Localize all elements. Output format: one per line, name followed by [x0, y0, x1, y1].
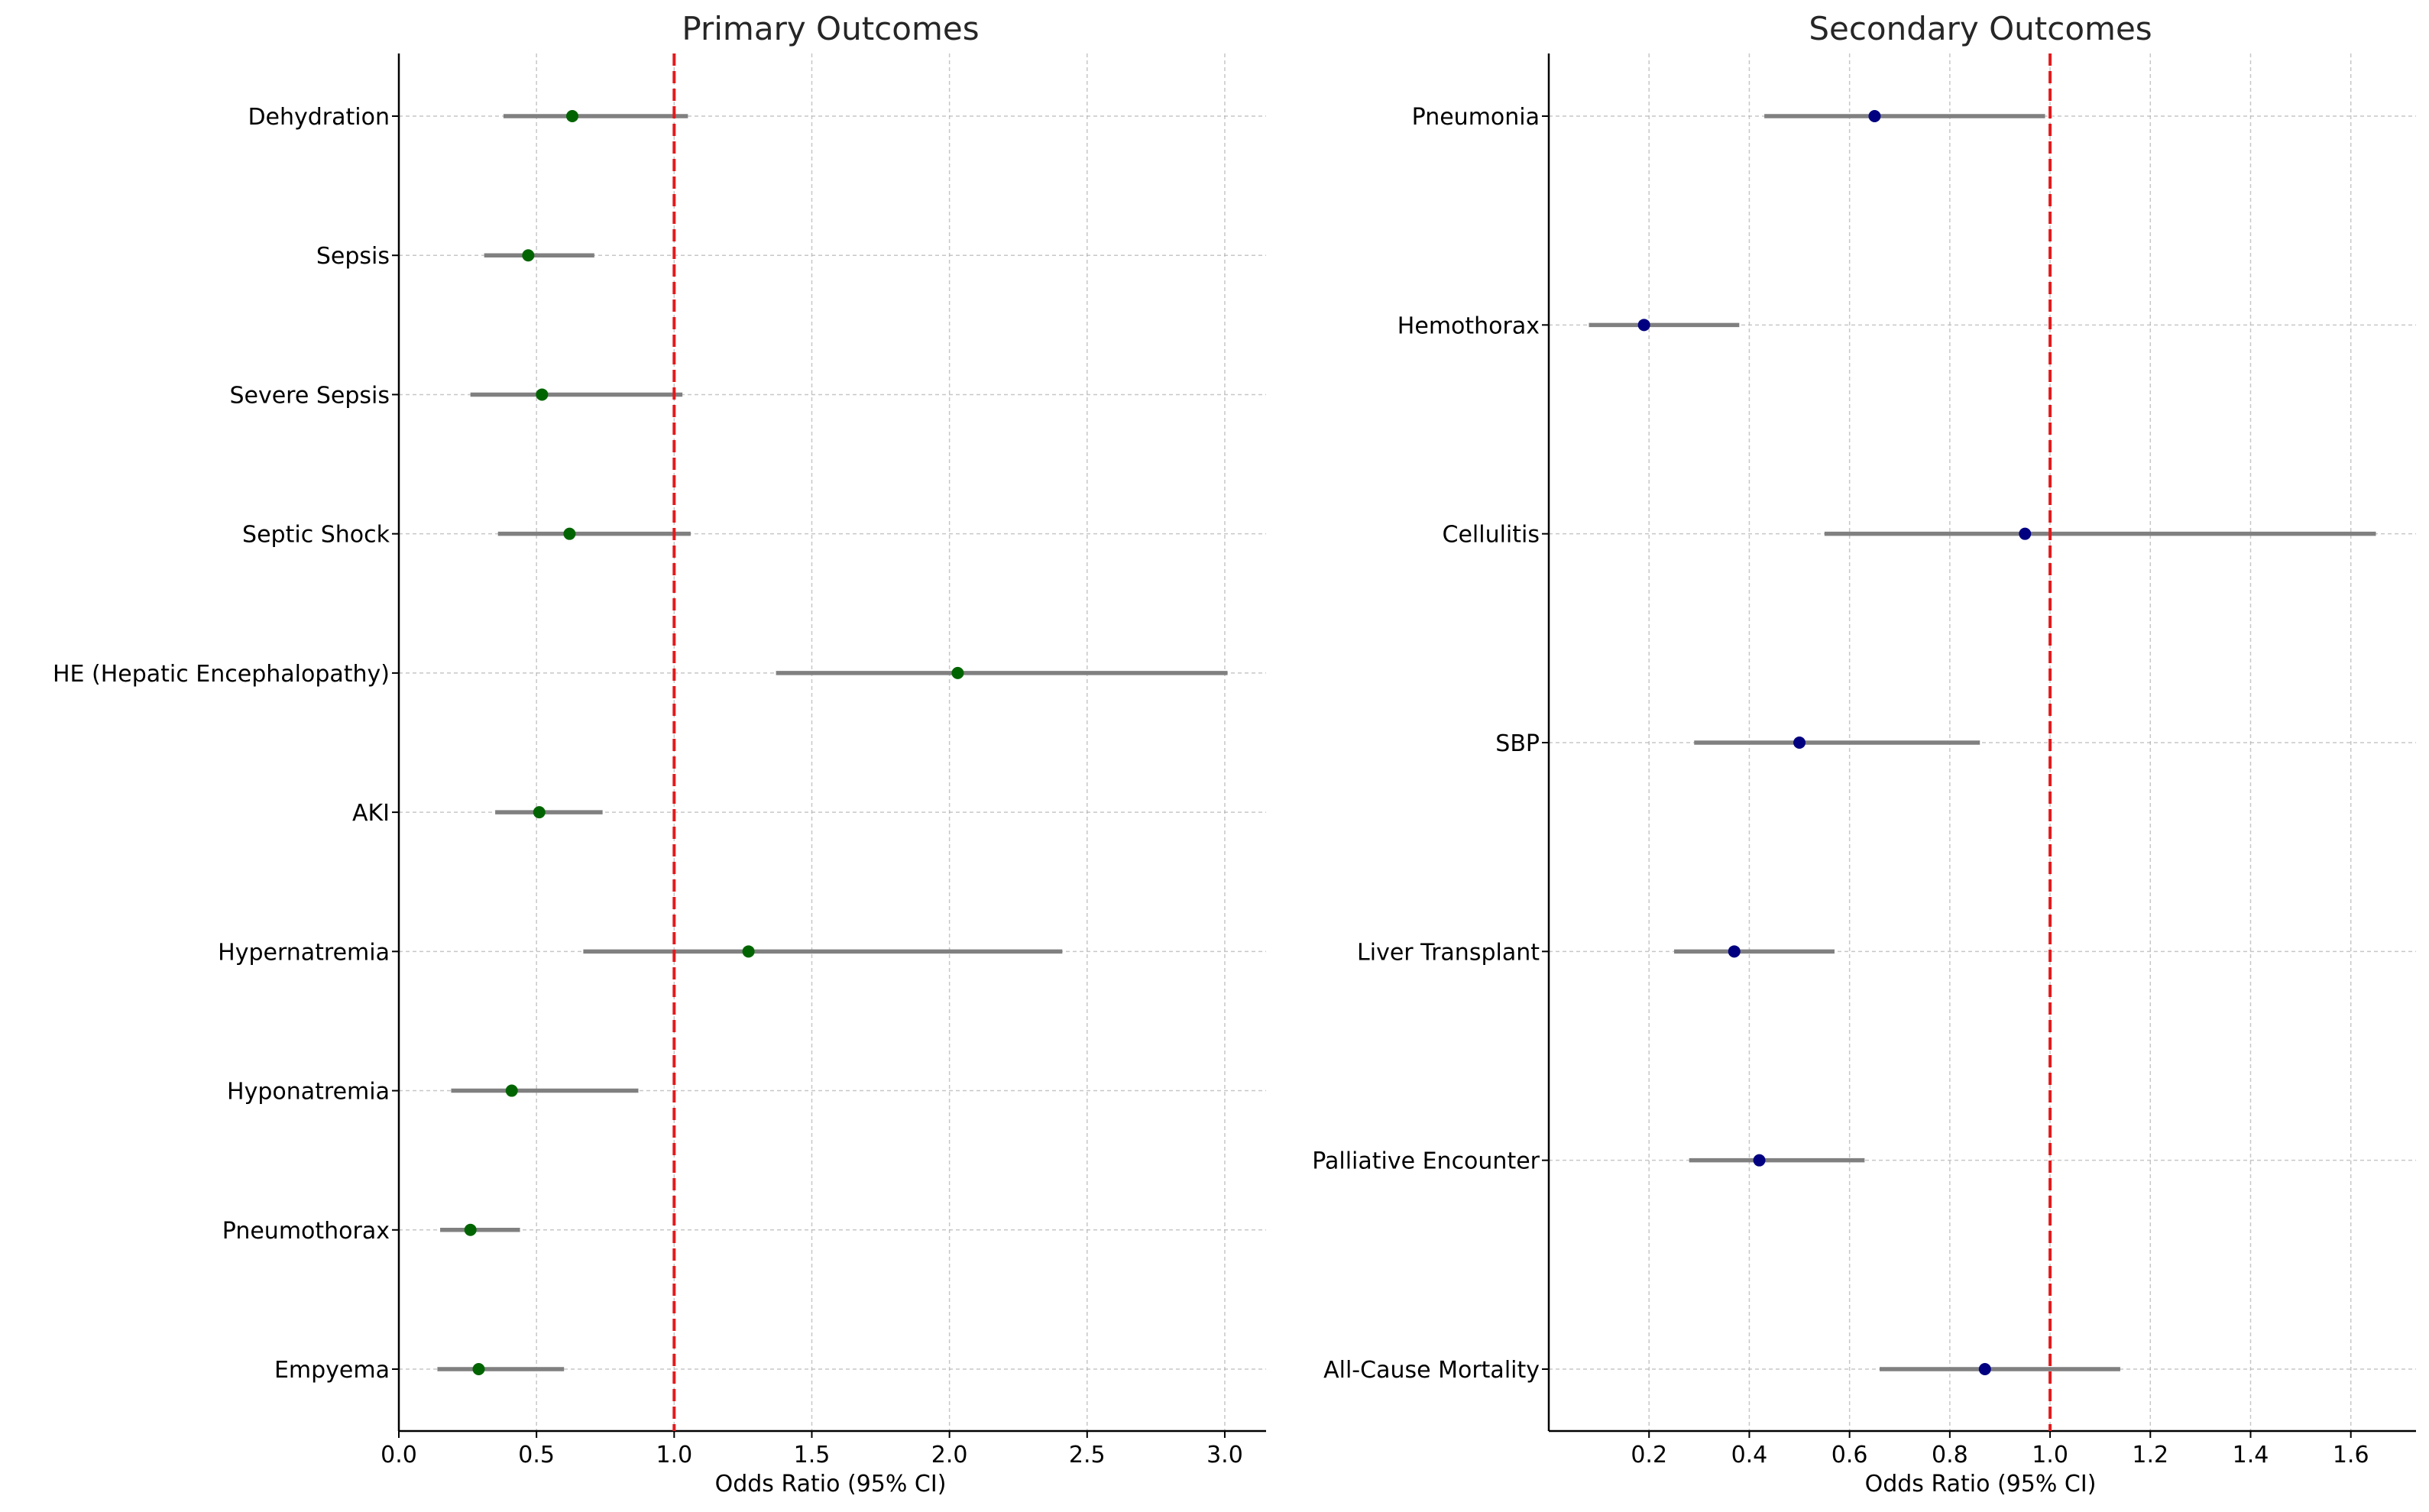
- primary-x-tick-label: 1.5: [794, 1442, 831, 1468]
- primary-x-axis-title: Odds Ratio (95% CI): [715, 1471, 947, 1497]
- secondary-outcomes-panel: Secondary Outcomes Odds Ratio (95% CI) 0…: [1312, 10, 2416, 1497]
- secondary-point-estimate: [2019, 527, 2032, 540]
- primary-point-estimate: [464, 1223, 477, 1236]
- primary-category-label: Septic Shock: [242, 522, 390, 549]
- secondary-category-label: All-Cause Mortality: [1323, 1357, 1540, 1384]
- primary-x-tick-label: 1.0: [656, 1442, 692, 1468]
- secondary-point-estimate: [1793, 737, 1806, 749]
- primary-x-tick-label: 0.0: [381, 1442, 417, 1468]
- secondary-x-axis-title: Odds Ratio (95% CI): [1865, 1471, 2097, 1497]
- primary-category-label: Empyema: [274, 1357, 390, 1384]
- primary-point-estimate: [566, 110, 578, 122]
- secondary-category-label: Hemothorax: [1397, 312, 1540, 339]
- secondary-x-tick-label: 0.2: [1631, 1442, 1667, 1468]
- primary-point-estimate: [505, 1084, 518, 1097]
- primary-x-tick-label: 3.0: [1206, 1442, 1243, 1468]
- primary-panel-title: Primary Outcomes: [682, 10, 979, 47]
- primary-category-label: Dehydration: [248, 104, 390, 131]
- primary-category-label: Sepsis: [316, 243, 390, 270]
- secondary-point-estimate: [1753, 1154, 1766, 1167]
- primary-category-label: Pneumothorax: [222, 1218, 390, 1245]
- secondary-x-tick-label: 0.6: [1831, 1442, 1868, 1468]
- secondary-category-label: Pneumonia: [1412, 104, 1540, 131]
- primary-outcomes-panel: Primary Outcomes Odds Ratio (95% CI) 0.0…: [53, 10, 1266, 1497]
- secondary-point-estimate: [1868, 110, 1881, 122]
- primary-point-estimate: [951, 666, 964, 679]
- secondary-x-tick-label: 1.4: [2233, 1442, 2269, 1468]
- secondary-x-tick-label: 0.8: [1932, 1442, 1968, 1468]
- primary-x-tick-label: 2.0: [931, 1442, 968, 1468]
- primary-point-estimate: [536, 388, 549, 401]
- primary-category-label: HE (Hepatic Encephalopathy): [53, 661, 390, 688]
- primary-category-label: Severe Sepsis: [229, 382, 390, 409]
- primary-point-estimate: [742, 945, 755, 958]
- secondary-point-estimate: [1637, 319, 1650, 332]
- primary-x-tick-label: 2.5: [1069, 1442, 1106, 1468]
- primary-point-estimate: [563, 527, 576, 540]
- primary-category-label: AKI: [352, 800, 390, 827]
- primary-category-label: Hypernatremia: [218, 939, 390, 966]
- secondary-x-tick-label: 1.0: [2032, 1442, 2068, 1468]
- secondary-x-tick-label: 1.6: [2333, 1442, 2369, 1468]
- primary-x-tick-label: 0.5: [518, 1442, 555, 1468]
- secondary-x-tick-label: 1.2: [2132, 1442, 2168, 1468]
- secondary-category-label: Cellulitis: [1443, 522, 1540, 549]
- secondary-point-estimate: [1978, 1363, 1991, 1375]
- secondary-panel-title: Secondary Outcomes: [1809, 10, 2152, 47]
- primary-point-estimate: [472, 1363, 485, 1375]
- secondary-point-estimate: [1728, 945, 1741, 958]
- primary-point-estimate: [533, 806, 546, 819]
- primary-category-label: Hyponatremia: [227, 1079, 390, 1106]
- secondary-category-label: Liver Transplant: [1357, 939, 1540, 966]
- primary-point-estimate: [522, 249, 535, 262]
- secondary-x-tick-label: 0.4: [1731, 1442, 1768, 1468]
- secondary-category-label: Palliative Encounter: [1312, 1148, 1540, 1175]
- secondary-category-label: SBP: [1495, 730, 1540, 757]
